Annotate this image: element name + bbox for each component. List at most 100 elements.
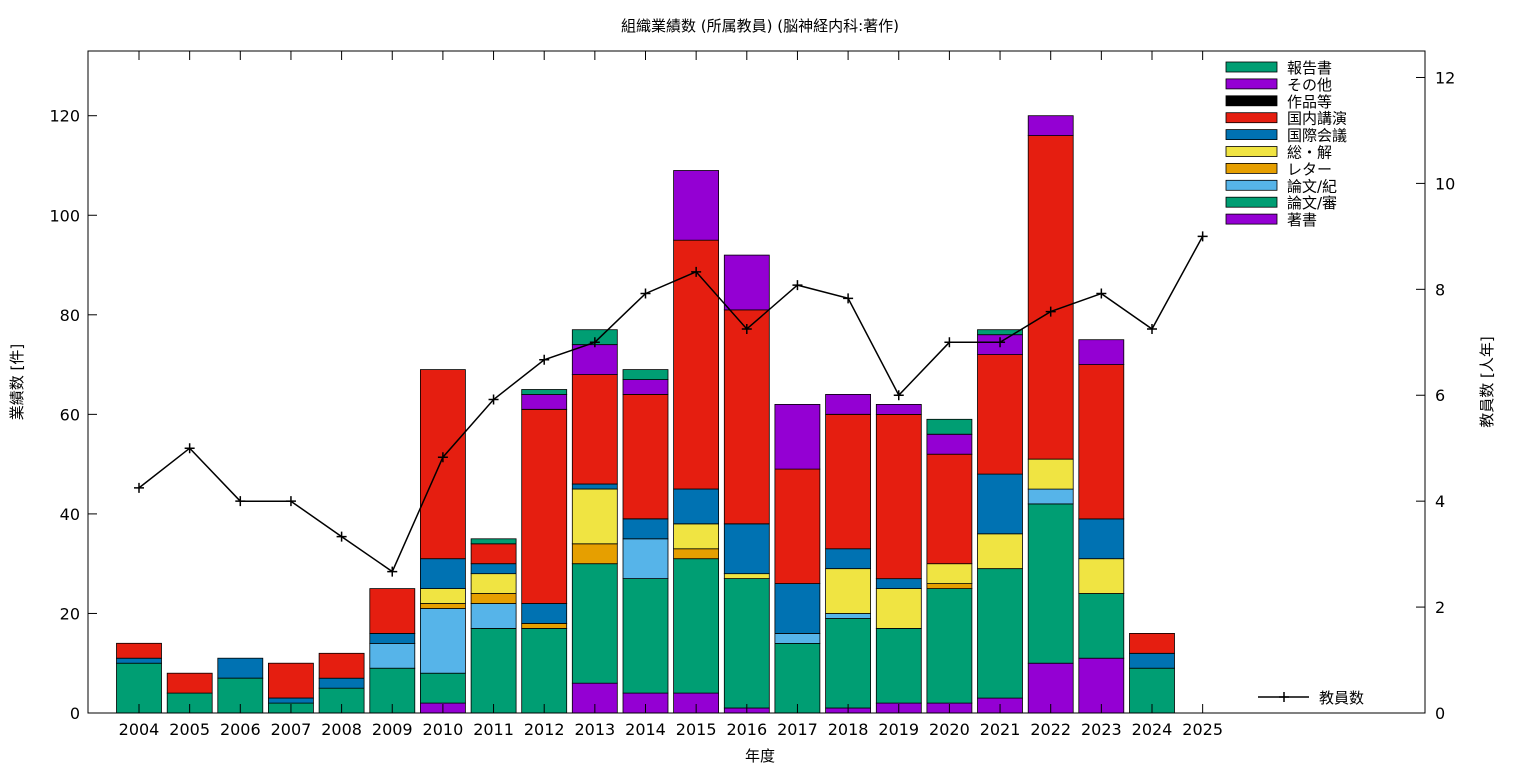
bar-2014-series-2 bbox=[622, 538, 669, 579]
bar-2010-series-6 bbox=[419, 369, 466, 560]
x-tick-label-2010: 2010 bbox=[423, 720, 464, 739]
bar-2009-series-2 bbox=[369, 642, 416, 669]
bar-2014-series-6 bbox=[622, 393, 669, 520]
legend-label-teachers: 教員数 bbox=[1319, 689, 1364, 707]
line-point-2013 bbox=[589, 337, 600, 348]
bar-2018-series-5 bbox=[825, 548, 871, 570]
y2-tick-label-10: 10 bbox=[1435, 174, 1455, 193]
line-point-2007 bbox=[285, 496, 296, 507]
bar-2020-series-9 bbox=[926, 418, 973, 435]
line-point-2006 bbox=[235, 496, 246, 507]
legend-swatch-報告書 bbox=[1225, 61, 1278, 73]
bar-2006-series-5 bbox=[217, 657, 264, 679]
bar-2015-series-4 bbox=[673, 523, 719, 550]
bar-2017-series-8 bbox=[774, 403, 821, 470]
line-point-2023 bbox=[1096, 288, 1107, 299]
bar-2015-series-8 bbox=[673, 170, 719, 241]
y2-axis-label: 教員数 [人年] bbox=[1478, 336, 1496, 427]
line-point-2025 bbox=[1197, 231, 1208, 242]
x-tick-label-2015: 2015 bbox=[676, 720, 717, 739]
line-point-2011 bbox=[488, 394, 499, 405]
x-tick-label-2020: 2020 bbox=[929, 720, 970, 739]
bar-2012-series-8 bbox=[521, 393, 568, 410]
bar-2018-series-4 bbox=[825, 568, 871, 614]
bar-2012-series-1 bbox=[521, 628, 568, 714]
y-tick-label-60: 60 bbox=[60, 405, 80, 424]
bar-2019-series-8 bbox=[875, 403, 922, 415]
y-axis-label: 業績数 [件] bbox=[8, 344, 26, 420]
bar-2005-series-6 bbox=[166, 672, 213, 694]
bar-2022-series-2 bbox=[1027, 488, 1074, 505]
legend-label-論文/審: 論文/審 bbox=[1287, 194, 1337, 212]
bar-2016-series-8 bbox=[723, 254, 770, 311]
bar-2020-series-3 bbox=[926, 583, 973, 589]
bar-2023-series-1 bbox=[1078, 593, 1125, 659]
line-point-2010 bbox=[437, 452, 448, 463]
bar-2011-series-1 bbox=[470, 628, 517, 714]
bar-2018-series-8 bbox=[825, 393, 871, 415]
x-axis-label: 年度 bbox=[745, 747, 775, 765]
bar-2004-series-6 bbox=[116, 642, 162, 659]
bar-2013-series-1 bbox=[571, 563, 618, 684]
bar-2020-series-8 bbox=[926, 433, 973, 455]
line-point-2021 bbox=[995, 337, 1006, 348]
x-tick-label-2021: 2021 bbox=[980, 720, 1021, 739]
bar-2011-series-9 bbox=[470, 538, 517, 545]
bar-2021-series-4 bbox=[977, 533, 1023, 569]
line-point-2024 bbox=[1147, 324, 1157, 335]
legend-swatch-論文/紀 bbox=[1225, 179, 1278, 191]
x-tick-label-2023: 2023 bbox=[1081, 720, 1122, 739]
x-tick-label-2011: 2011 bbox=[473, 720, 514, 739]
bar-2016-series-1 bbox=[723, 578, 770, 709]
bar-2017-series-6 bbox=[774, 468, 821, 585]
bar-2009-series-6 bbox=[369, 588, 416, 634]
legend-label-国内講演: 国内講演 bbox=[1287, 110, 1347, 128]
bar-2023-series-4 bbox=[1078, 558, 1125, 594]
bar-2014-series-9 bbox=[622, 369, 669, 381]
bar-2015-series-6 bbox=[673, 239, 719, 490]
y2-tick-label-4: 4 bbox=[1435, 492, 1445, 511]
y2-tick-label-8: 8 bbox=[1435, 280, 1445, 299]
y-tick-label-120: 120 bbox=[49, 107, 80, 126]
bar-2016-series-6 bbox=[723, 309, 770, 525]
bars-layer bbox=[116, 115, 1175, 714]
bar-2015-series-5 bbox=[673, 488, 719, 525]
y2-tick-label-12: 12 bbox=[1435, 68, 1455, 87]
y-tick-label-80: 80 bbox=[60, 306, 80, 325]
x-tick-label-2014: 2014 bbox=[625, 720, 666, 739]
y2-tick-label-6: 6 bbox=[1435, 386, 1445, 405]
legend-label-レター: レター bbox=[1287, 160, 1332, 178]
y-tick-label-20: 20 bbox=[60, 604, 80, 623]
x-tick-label-2019: 2019 bbox=[878, 720, 919, 739]
bar-2021-series-6 bbox=[977, 354, 1023, 475]
bar-2011-series-4 bbox=[470, 573, 517, 594]
bar-2008-series-6 bbox=[318, 652, 365, 679]
line-point-2004 bbox=[134, 482, 144, 493]
bar-2013-series-4 bbox=[571, 488, 618, 545]
y-tick-label-40: 40 bbox=[60, 505, 80, 524]
bar-2024-series-6 bbox=[1129, 633, 1175, 654]
bar-2013-series-6 bbox=[571, 374, 618, 485]
bar-2012-series-6 bbox=[521, 408, 568, 604]
legend-label-国際会議: 国際会議 bbox=[1287, 127, 1347, 145]
x-tick-label-2024: 2024 bbox=[1132, 720, 1173, 739]
bar-2011-series-2 bbox=[470, 603, 517, 629]
legend-label-著書: 著書 bbox=[1287, 211, 1317, 229]
x-tick-label-2013: 2013 bbox=[574, 720, 615, 739]
bar-2011-series-3 bbox=[470, 593, 517, 604]
bar-2022-series-4 bbox=[1027, 458, 1074, 490]
y-tick-label-100: 100 bbox=[49, 206, 80, 225]
bar-2019-series-6 bbox=[875, 413, 922, 580]
bar-2015-series-1 bbox=[673, 558, 719, 694]
y-tick-label-0: 0 bbox=[70, 704, 80, 723]
bar-2021-series-5 bbox=[977, 473, 1023, 535]
bar-2022-series-6 bbox=[1027, 135, 1074, 460]
legend-swatch-レター bbox=[1225, 162, 1278, 174]
x-tick-label-2017: 2017 bbox=[777, 720, 818, 739]
line-point-2019 bbox=[893, 390, 904, 401]
x-tick-label-2009: 2009 bbox=[372, 720, 413, 739]
bar-2019-series-1 bbox=[875, 628, 922, 704]
legend-swatch-国内講演 bbox=[1225, 112, 1278, 124]
x-tick-label-2016: 2016 bbox=[726, 720, 767, 739]
